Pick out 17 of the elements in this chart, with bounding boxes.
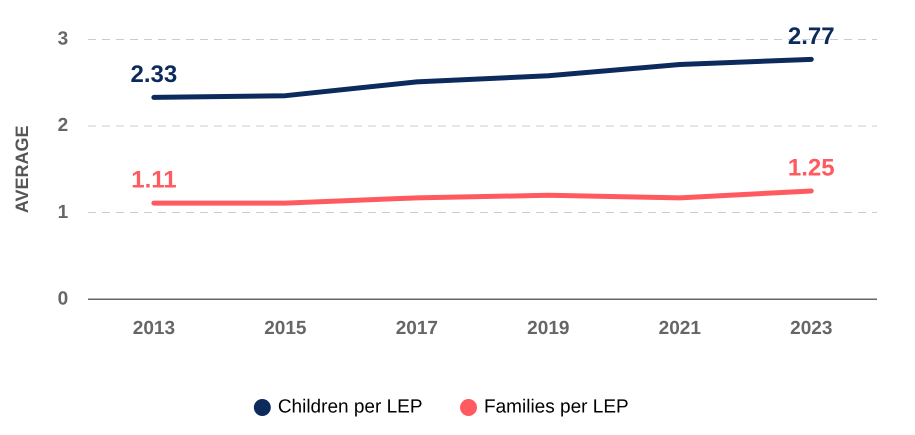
y-tick-label: 1 (58, 202, 69, 223)
x-tick-label: 2017 (396, 318, 438, 339)
y-axis-title: AVERAGE (12, 125, 32, 214)
x-tick-label: 2023 (790, 318, 832, 339)
y-tick-label: 2 (58, 115, 68, 136)
y-tick-label: 3 (58, 28, 68, 50)
data-label: 1.25 (788, 154, 835, 182)
y-tick-label: 0 (58, 288, 68, 310)
x-tick-label: 2015 (264, 318, 307, 339)
data-label: 1.11 (131, 166, 177, 194)
x-tick-label: 2021 (658, 318, 702, 339)
legend-label: Families per LEP (484, 396, 629, 418)
x-tick-label: 2019 (527, 318, 570, 339)
data-label: 2.77 (788, 22, 835, 50)
x-tick-label: 2013 (132, 318, 176, 339)
legend-label: Children per LEP (278, 396, 423, 418)
data-label: 2.33 (130, 61, 178, 88)
